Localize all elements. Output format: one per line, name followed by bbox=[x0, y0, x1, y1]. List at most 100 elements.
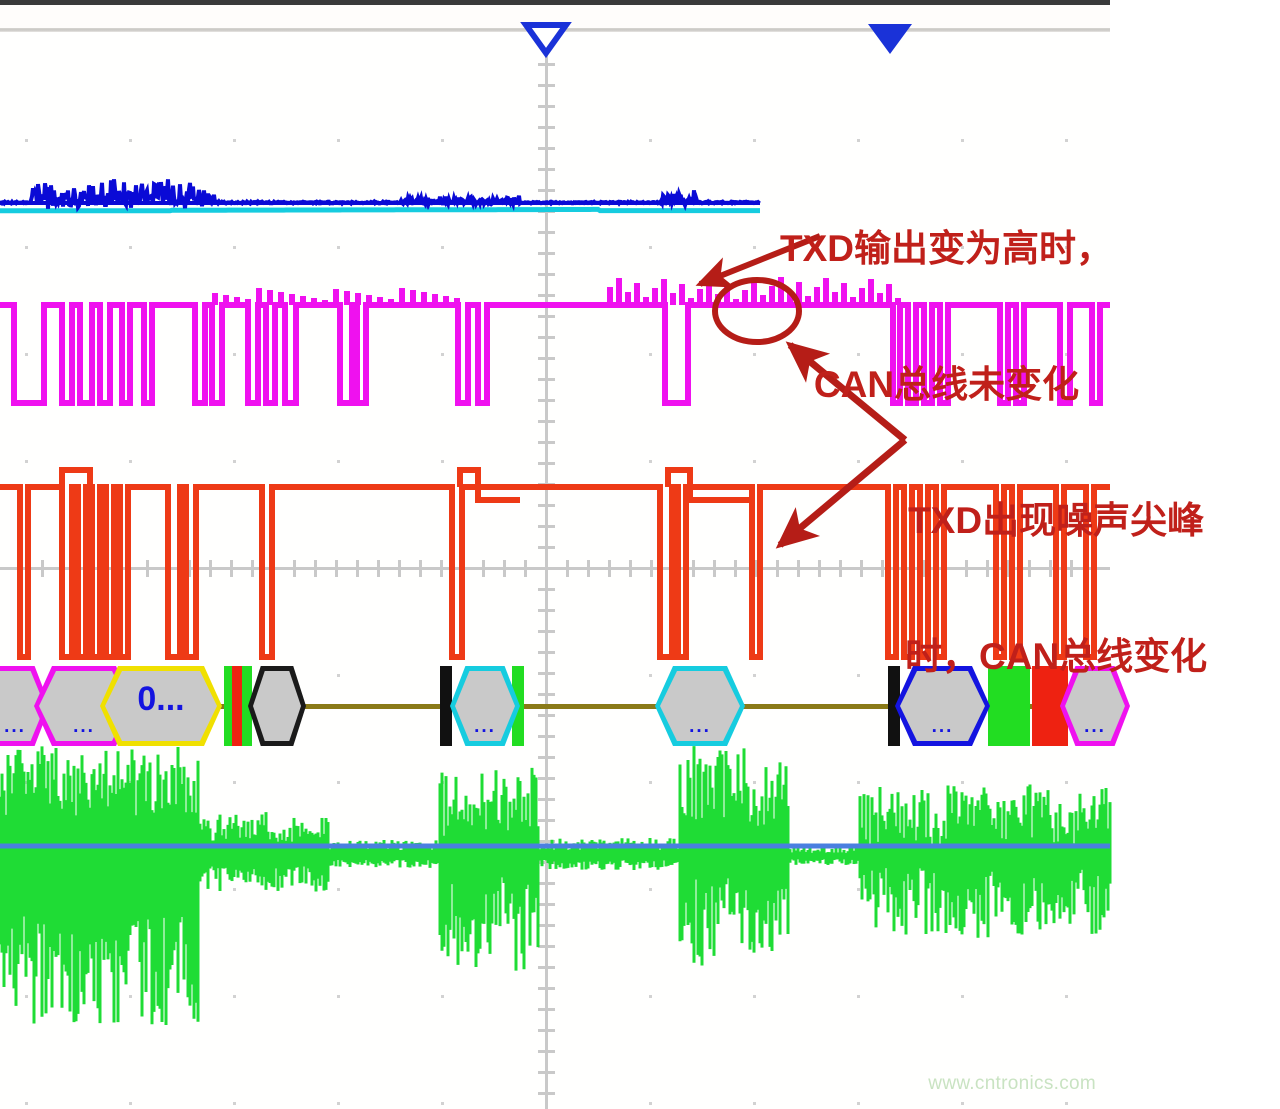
grid-dot bbox=[753, 1102, 756, 1105]
axis-tick bbox=[538, 903, 555, 906]
axis-tick bbox=[538, 1071, 555, 1074]
axis-tick bbox=[524, 560, 527, 577]
axis-tick bbox=[209, 560, 212, 577]
grid-dot bbox=[233, 995, 236, 998]
axis-tick bbox=[538, 189, 555, 192]
axis-tick bbox=[923, 560, 926, 577]
axis-tick bbox=[538, 1029, 555, 1032]
grid-dot bbox=[337, 888, 340, 891]
grid-dot bbox=[337, 781, 340, 784]
axis-tick bbox=[538, 525, 555, 528]
axis-tick bbox=[538, 84, 555, 87]
grid-dot bbox=[233, 781, 236, 784]
delimiter-black[interactable] bbox=[888, 666, 900, 746]
annotation-txd-noise-line2: 时，CAN总线变化 bbox=[905, 635, 1208, 677]
grid-dot bbox=[233, 460, 236, 463]
ch1-can-differential bbox=[0, 179, 761, 213]
arrow-noise-to-circle bbox=[785, 341, 908, 443]
axis-tick bbox=[377, 560, 380, 577]
grid-dot bbox=[25, 1102, 28, 1105]
axis-tick bbox=[230, 560, 233, 577]
delimiter-green[interactable] bbox=[988, 666, 1030, 746]
window-sub-bar bbox=[0, 5, 1110, 28]
axis-tick bbox=[538, 735, 555, 738]
packet-yellow-id[interactable]: 0... bbox=[100, 666, 222, 746]
axis-tick bbox=[538, 147, 555, 150]
axis-tick bbox=[440, 560, 443, 577]
grid-dot bbox=[337, 995, 340, 998]
delimiter-green[interactable] bbox=[242, 666, 252, 746]
axis-tick bbox=[335, 560, 338, 577]
packet-cyan-2[interactable]: ... bbox=[655, 666, 745, 746]
axis-tick bbox=[538, 420, 555, 423]
grid-dot bbox=[649, 674, 652, 677]
grid-dot bbox=[441, 1102, 444, 1105]
ch2-txd bbox=[0, 277, 1110, 406]
axis-tick bbox=[538, 1050, 555, 1053]
axis-tick bbox=[1028, 560, 1031, 577]
axis-tick bbox=[566, 560, 569, 577]
axis-tick bbox=[538, 693, 555, 696]
grid-dot bbox=[961, 995, 964, 998]
grid-dot bbox=[129, 139, 132, 142]
grid-dot bbox=[1065, 1102, 1068, 1105]
grid-dot bbox=[857, 1102, 860, 1105]
grid-dot bbox=[649, 995, 652, 998]
noise-spike-highlight bbox=[712, 277, 802, 345]
axis-tick bbox=[538, 840, 555, 843]
grid-dot bbox=[25, 353, 28, 356]
packet-label: ... bbox=[689, 716, 711, 737]
axis-tick bbox=[629, 560, 632, 577]
delimiter-red[interactable] bbox=[232, 666, 244, 746]
packet-cyan-1[interactable]: ... bbox=[450, 666, 520, 746]
grid-dot bbox=[337, 139, 340, 142]
packet-black-empty[interactable] bbox=[248, 666, 306, 746]
grid-dot bbox=[129, 995, 132, 998]
horizontal-center-axis bbox=[0, 567, 1110, 570]
grid-dot bbox=[1065, 139, 1068, 142]
grid-dot bbox=[857, 781, 860, 784]
packet-body bbox=[100, 666, 222, 746]
ch4-noise bbox=[0, 746, 1112, 1025]
axis-tick bbox=[650, 560, 653, 577]
grid-dot bbox=[857, 139, 860, 142]
grid-dot bbox=[441, 246, 444, 249]
arrow-txd-high bbox=[695, 233, 822, 288]
grid-dot bbox=[753, 353, 756, 356]
trigger-marker-hollow[interactable] bbox=[520, 22, 572, 59]
packet-magenta-right[interactable]: ... bbox=[1060, 666, 1130, 746]
grid-dot bbox=[649, 139, 652, 142]
axis-tick bbox=[538, 126, 555, 129]
grid-dot bbox=[961, 139, 964, 142]
axis-tick bbox=[608, 560, 611, 577]
axis-tick bbox=[538, 294, 555, 297]
axis-tick bbox=[538, 609, 555, 612]
grid-dot bbox=[857, 353, 860, 356]
grid-dot bbox=[961, 781, 964, 784]
axis-tick bbox=[251, 560, 254, 577]
axis-tick bbox=[503, 560, 506, 577]
grid-dot bbox=[1065, 995, 1068, 998]
packet-blue-right[interactable]: ... bbox=[895, 666, 990, 746]
axis-tick bbox=[538, 441, 555, 444]
axis-tick bbox=[587, 560, 590, 577]
grid-dot bbox=[337, 1102, 340, 1105]
bus-idle-line bbox=[0, 704, 1110, 709]
grid-dot bbox=[961, 353, 964, 356]
axis-tick bbox=[538, 966, 555, 969]
grid-dot bbox=[649, 353, 652, 356]
axis-tick bbox=[538, 1008, 555, 1011]
axis-tick bbox=[839, 560, 842, 577]
axis-tick bbox=[419, 560, 422, 577]
axis-tick bbox=[538, 924, 555, 927]
delimiter-black[interactable] bbox=[440, 666, 452, 746]
axis-tick bbox=[538, 546, 555, 549]
grid-dot bbox=[441, 460, 444, 463]
packet-label: ... bbox=[1084, 716, 1106, 737]
axis-tick bbox=[538, 651, 555, 654]
axis-tick bbox=[860, 560, 863, 577]
axis-tick bbox=[538, 819, 555, 822]
grid-dot bbox=[129, 460, 132, 463]
cursor-marker-filled[interactable] bbox=[866, 22, 914, 56]
